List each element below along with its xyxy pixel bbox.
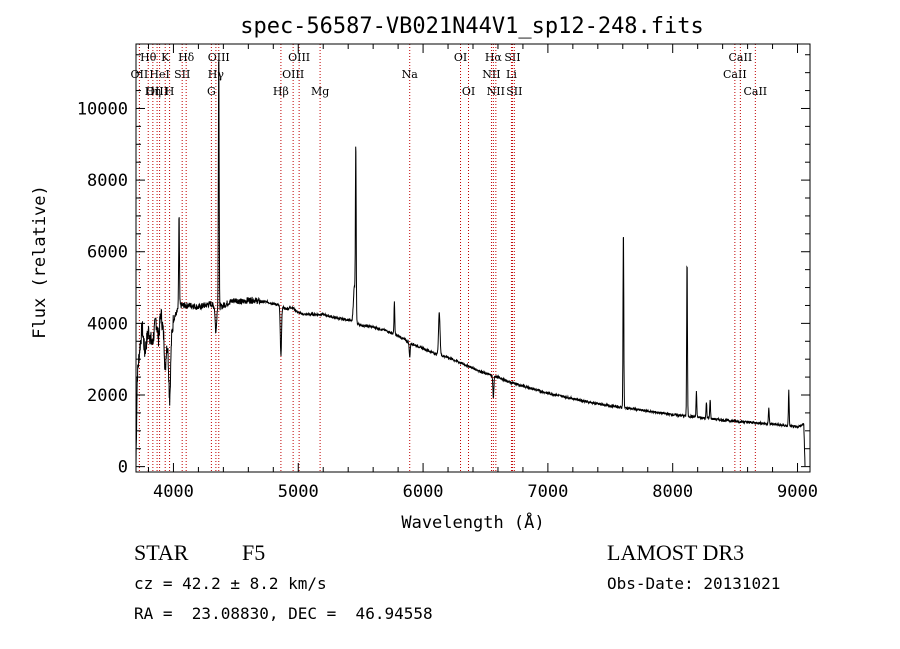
line-marker-label: OIII [282, 68, 304, 81]
line-marker-label: Hθ [140, 51, 157, 64]
line-marker-label: Hγ [208, 68, 225, 81]
survey-name: LAMOST DR3 [607, 540, 745, 565]
observation-date: Obs-Date: 20131021 [607, 574, 781, 593]
x-tick-label: 8000 [652, 482, 693, 502]
line-marker-label: Hα [485, 51, 503, 64]
line-markers: Hθ OII OIII K HeI Hη SII H Hδ OIII Hγ G Hβ OIII OIII Mg… [131, 44, 767, 472]
line-marker-label: OIII [288, 51, 310, 64]
y-tick-label: 2000 [87, 386, 128, 406]
x-tick-label: 7000 [527, 482, 568, 502]
line-marker-label: SII [174, 68, 190, 81]
spectrum-line [135, 60, 806, 467]
x-tick-label: 4000 [153, 482, 194, 502]
line-marker-label: HeI [149, 68, 169, 81]
x-tick-label: 6000 [403, 482, 444, 502]
y-axis-label: Flux (relative) [30, 185, 50, 339]
line-marker-label: Hη [145, 85, 161, 98]
x-tick-label: 9000 [777, 482, 818, 502]
axis-ticks: 4000 5000 6000 7000 8000 9000 0 2000 4000 6000 800… [77, 44, 818, 502]
line-marker-label: Hδ [178, 51, 195, 64]
line-marker-label: CaII [723, 68, 747, 81]
line-marker-label: CaII [729, 51, 753, 64]
x-tick-label: 5000 [278, 482, 319, 502]
line-marker-label: OIII [146, 85, 168, 98]
line-marker-label: K [161, 51, 170, 64]
line-marker-label: OII [131, 68, 149, 81]
y-tick-label: 4000 [87, 314, 128, 334]
line-marker-label: Mg [311, 85, 329, 98]
object-subclass: F5 [242, 540, 266, 565]
y-tick-label: 8000 [87, 171, 128, 191]
line-marker-label: SII [506, 85, 522, 98]
line-marker-label: Hβ [273, 85, 289, 98]
plot-frame [135, 43, 811, 473]
sky-coordinates: RA = 23.08830, DEC = 46.94558 [134, 604, 433, 623]
line-marker-label: G [207, 85, 216, 98]
x-axis-label: Wavelength (Å) [401, 511, 544, 533]
line-marker-label: NII [487, 85, 505, 98]
redshift-velocity: cz = 42.2 ± 8.2 km/s [134, 574, 327, 593]
line-marker-label: Li [506, 68, 517, 81]
line-marker-label: Na [402, 68, 419, 81]
line-marker-label: OI [462, 85, 475, 98]
line-marker-label: H [165, 85, 175, 98]
line-marker-label: NII [482, 68, 500, 81]
line-marker-label: OI [454, 51, 467, 64]
line-marker-label: SII [504, 51, 520, 64]
chart-title: spec-56587-VB021N44V1_sp12-248.fits [240, 14, 704, 39]
line-marker-label: CaII [743, 85, 767, 98]
object-class: STAR [134, 540, 189, 565]
y-tick-label: 10000 [77, 99, 128, 119]
line-marker-label: OIII [208, 51, 230, 64]
y-tick-label: 6000 [87, 243, 128, 263]
y-tick-label: 0 [118, 458, 128, 478]
